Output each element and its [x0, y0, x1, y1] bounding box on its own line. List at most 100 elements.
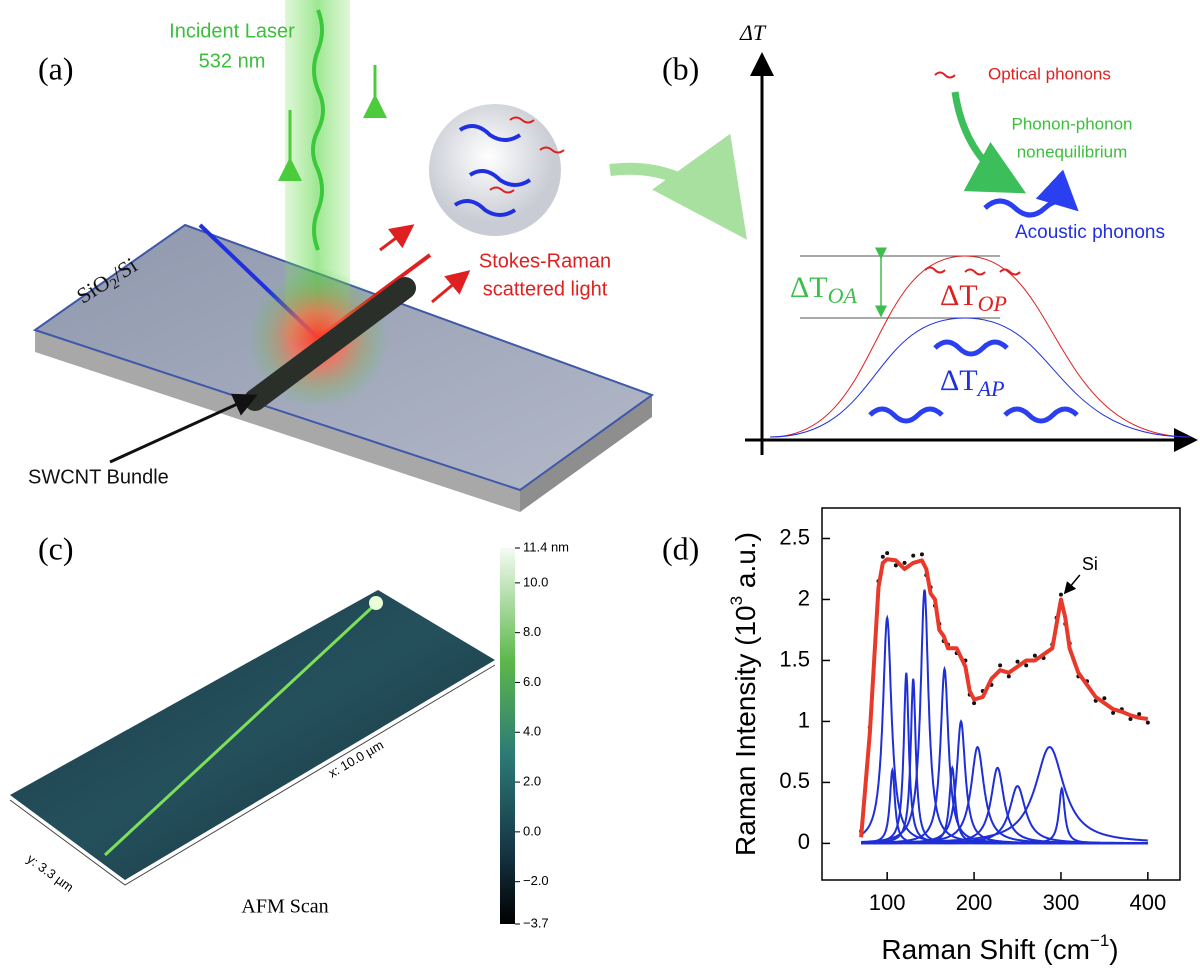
optical-curve	[769, 255, 1191, 438]
data-point	[911, 553, 916, 558]
caption: AFM Scan	[241, 896, 328, 918]
y-tick-label: 2.5	[779, 524, 810, 549]
component-peak	[861, 786, 1148, 845]
x-label-sup: −1	[1090, 931, 1109, 950]
y-tick-label: 0.5	[779, 768, 810, 793]
raman-arrow	[379, 224, 415, 252]
delta-ap: ΔTAP	[940, 364, 1005, 401]
bubble-acoustic	[453, 124, 532, 217]
panel-label: (a)	[38, 50, 74, 86]
data-point	[1024, 663, 1029, 668]
laser-wavelength: 532 nm	[199, 50, 266, 72]
raman-arrow	[431, 270, 471, 304]
panel-d: (d) Raman Shift (cm−1) Raman Intensity (…	[662, 507, 1181, 965]
y-size: y: 3.3 µm	[24, 851, 76, 895]
scattered-label: scattered light	[483, 278, 608, 300]
delta-base: ΔT	[940, 279, 978, 312]
data-point	[998, 663, 1003, 668]
data-point	[885, 551, 890, 556]
delta-sub: OA	[828, 283, 858, 308]
data-point	[893, 563, 898, 568]
x-tick-label: 300	[1043, 890, 1080, 915]
colorbar	[500, 548, 515, 924]
decay-arrow	[951, 91, 1027, 194]
acoustic-curve	[769, 317, 1191, 438]
x-tick-label: 400	[1129, 890, 1166, 915]
panel-c: (c) x: 10.0 µm y: 3.3 µm AFM Scan 11.4 n…	[9, 530, 569, 930]
panel-label: (d)	[662, 530, 699, 566]
data-point	[1032, 653, 1037, 658]
delta-base: ΔT	[940, 364, 978, 397]
data-point	[1145, 720, 1150, 725]
data-point	[972, 701, 977, 706]
y-tick-label: 1	[798, 707, 810, 732]
x-axis-label: Raman Shift (cm−1)	[881, 931, 1118, 965]
axis-label: ΔT	[739, 20, 767, 45]
colorbar-label: −3.7	[523, 915, 549, 930]
slab-front	[35, 330, 520, 512]
panel-a: (a) Incident Laser 532 nm SiO2/Si Stokes…	[28, 0, 747, 512]
data-point	[1111, 710, 1116, 715]
y-label-sup: 3	[727, 596, 746, 605]
bubble-optical	[489, 116, 565, 194]
afm-bundle	[103, 598, 382, 857]
delta-sub: OP	[978, 291, 1007, 316]
nonequilibrium-label: nonequilibrium	[1017, 142, 1128, 161]
delta-sub: AP	[976, 376, 1005, 401]
panel-label: (c)	[38, 530, 74, 566]
delta-op: ΔTOP	[940, 279, 1007, 316]
optical-wave	[924, 71, 1021, 276]
colorbar-label: 8.0	[523, 624, 541, 639]
panel-b: (b) ΔT Optical phonons Phonon-phonon non…	[662, 20, 1198, 455]
colorbar-label: 11.4 nm	[523, 539, 569, 554]
x-label-text: Raman Shift (cm	[881, 934, 1090, 965]
component-peak	[861, 766, 1148, 845]
zoom-arrow	[609, 133, 747, 240]
data-point	[1058, 592, 1063, 597]
colorbar-label: −2.0	[523, 873, 549, 888]
bundle-label: SWCNT Bundle	[28, 466, 169, 488]
panel-label: (b)	[662, 50, 699, 86]
fit-line	[859, 557, 1149, 838]
acoustic-wave	[868, 201, 1077, 424]
colorbar-label: 0.0	[523, 823, 541, 838]
annotation-label: Si	[1082, 554, 1098, 574]
colorbar-label: 10.0	[523, 574, 548, 589]
x-label-tail: )	[1109, 934, 1118, 965]
slab-side	[520, 395, 652, 512]
y-label-text: Raman Intensity (10	[730, 605, 761, 856]
scattered-label: Stokes-Raman	[479, 250, 611, 272]
x-tick-label: 200	[956, 890, 993, 915]
data-point	[1015, 659, 1020, 664]
y-tick-label: 0	[798, 829, 810, 854]
data-point	[880, 554, 885, 559]
nonequilibrium-label: Phonon-phonon	[1011, 114, 1132, 133]
afm-frame	[9, 664, 496, 886]
pointer-arrow	[109, 393, 258, 464]
delta-base: ΔT	[790, 271, 828, 304]
afm-spot	[369, 596, 383, 610]
data-point	[1006, 674, 1011, 679]
data-point	[1128, 717, 1133, 722]
y-tick-label: 1.5	[779, 646, 810, 671]
component-peak	[861, 746, 1148, 844]
colorbar-label: 6.0	[523, 674, 541, 689]
colorbar-label: 2.0	[523, 774, 541, 789]
laser-label: Incident Laser	[169, 20, 295, 42]
acoustic-label: Acoustic phonons	[1015, 222, 1165, 243]
afm-image	[10, 590, 495, 880]
y-tick-label: 2	[798, 585, 810, 610]
data-point	[1102, 696, 1107, 701]
nanotube	[244, 277, 416, 411]
data-point	[1137, 712, 1142, 717]
delta-oa: ΔTOA	[790, 271, 858, 308]
annotation-arrow	[1063, 574, 1081, 595]
optical-label: Optical phonons	[988, 64, 1111, 83]
data-point	[919, 552, 924, 557]
y-axis-label: Raman Intensity (103 a.u.)	[727, 532, 761, 856]
plot-frame	[821, 507, 1181, 881]
colorbar-label: 4.0	[523, 724, 541, 739]
laser-wave	[311, 9, 325, 251]
data-point	[902, 560, 907, 565]
